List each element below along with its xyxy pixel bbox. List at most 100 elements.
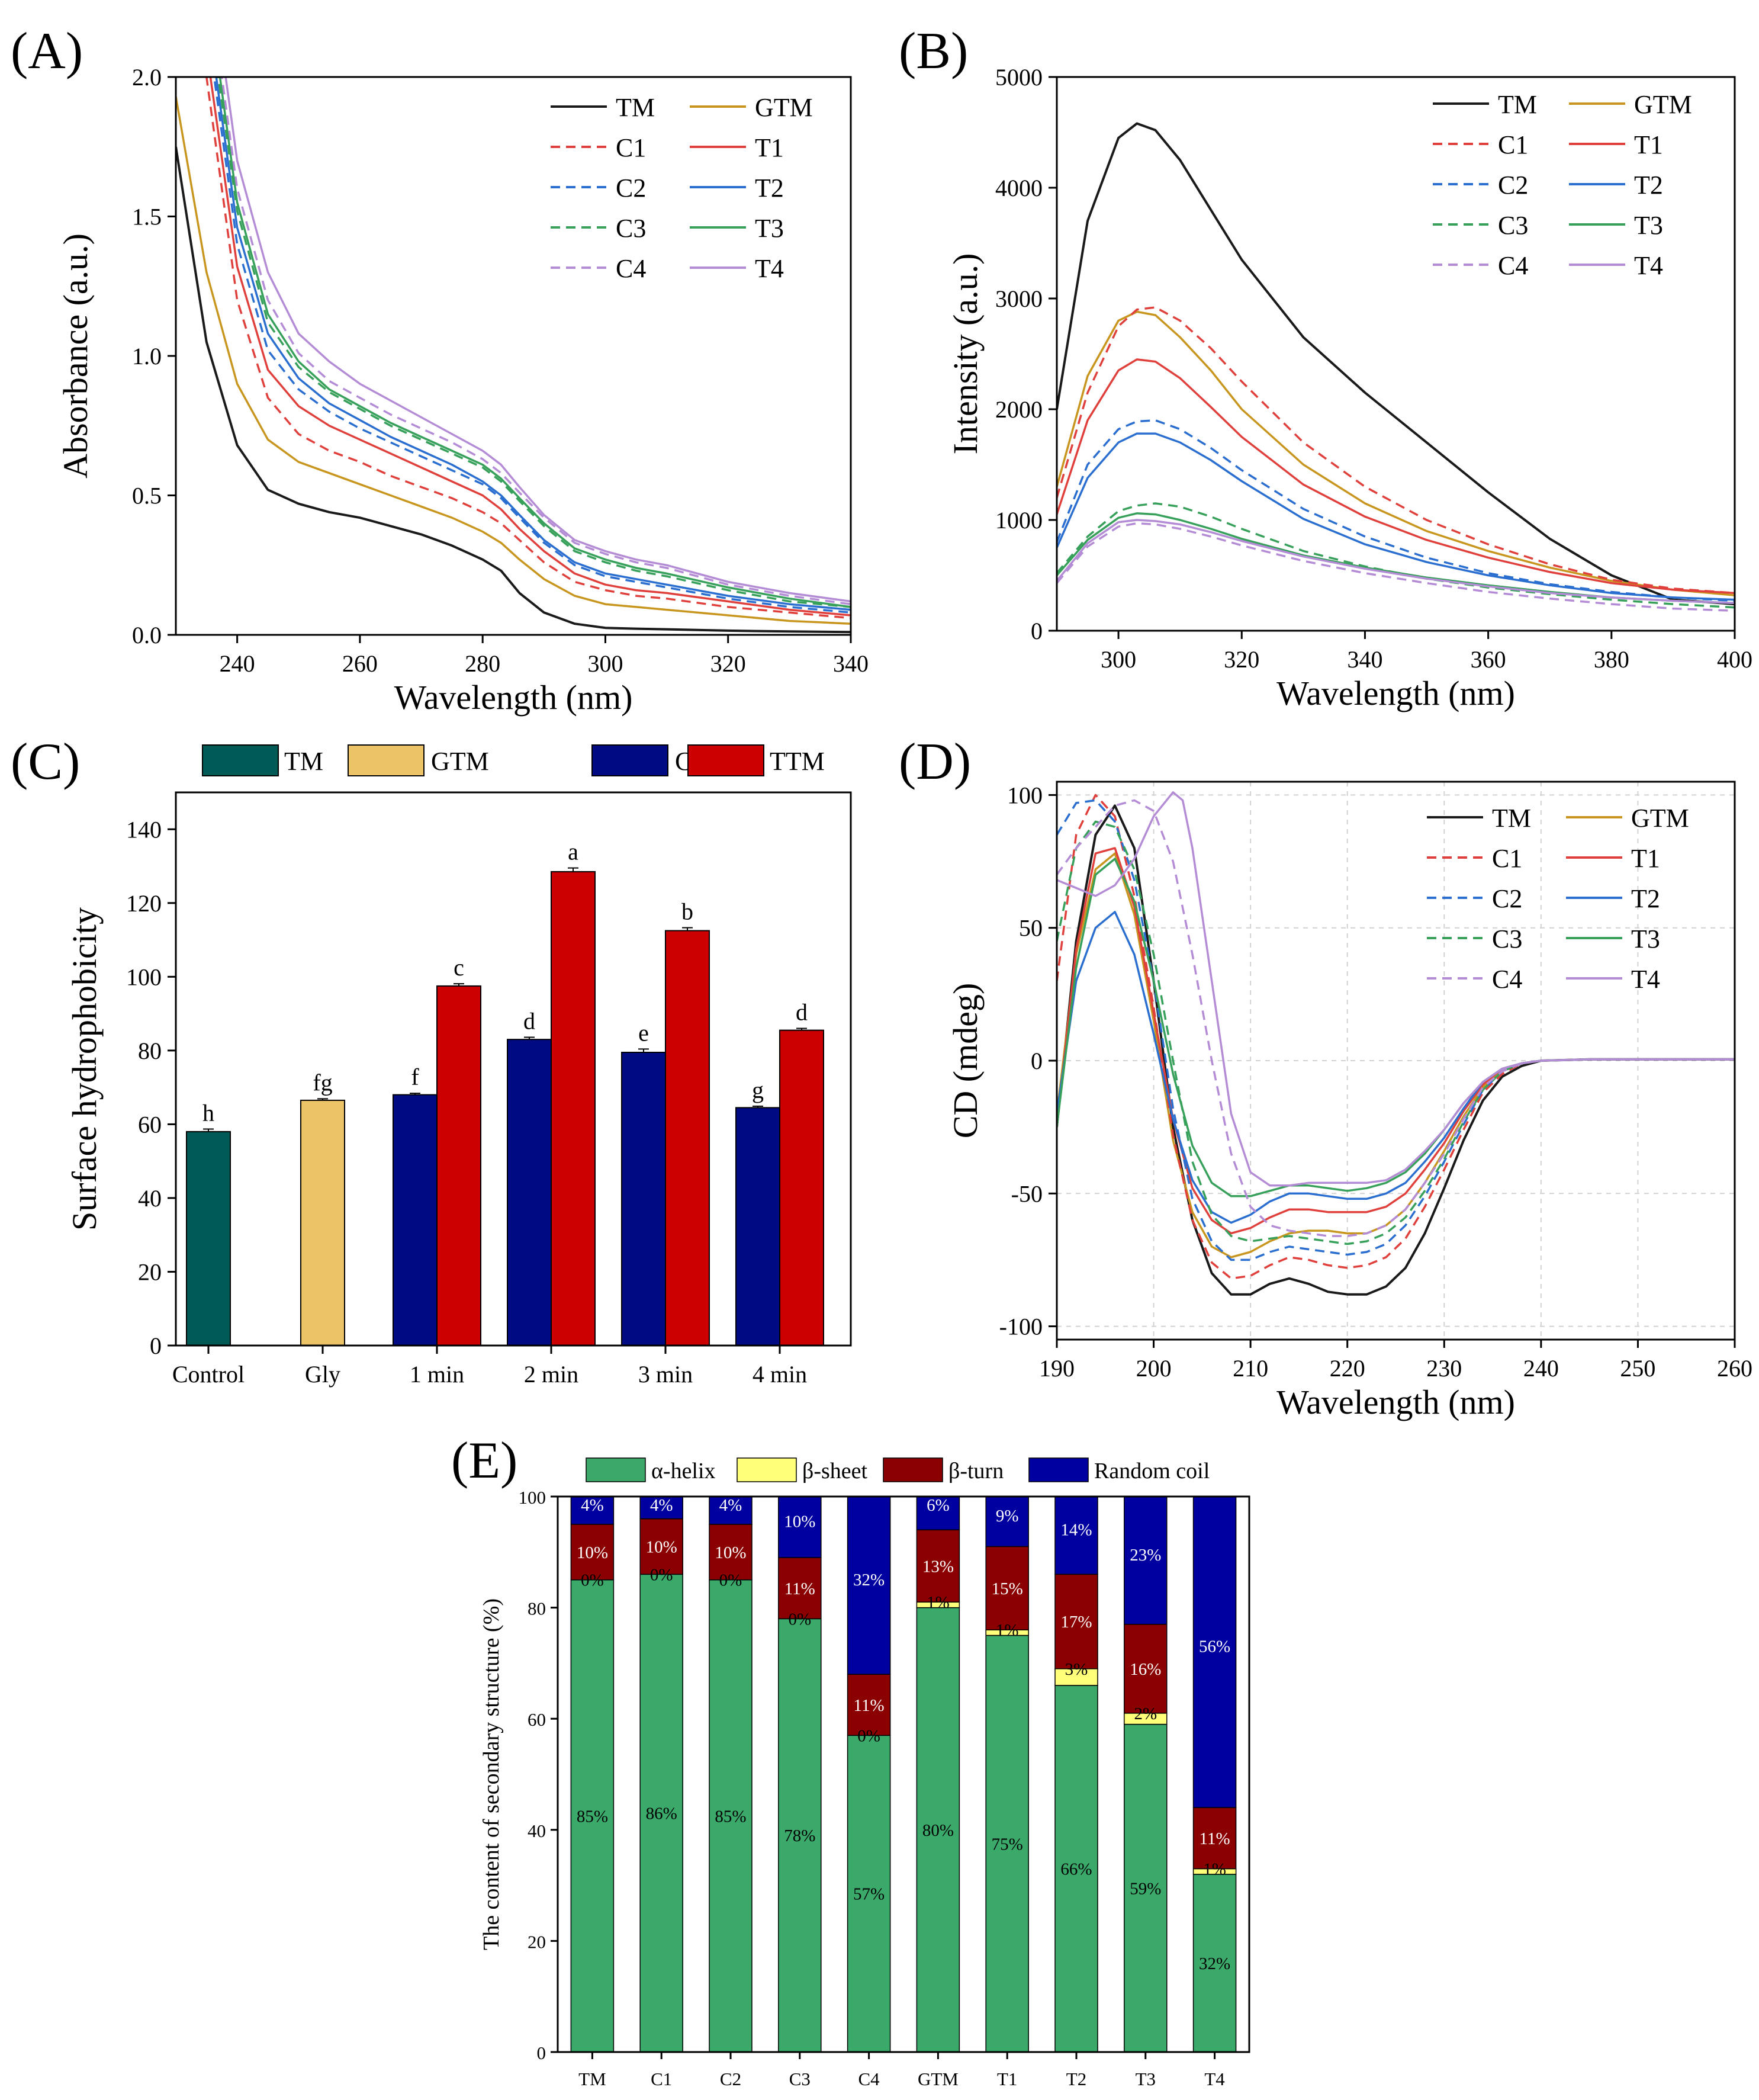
bar-segment-alpha-helix <box>847 1735 891 2053</box>
y-tick-label: 1000 <box>995 507 1043 534</box>
segment-label: 3% <box>1065 1660 1088 1679</box>
bar-segment-random-coil <box>570 1496 615 1525</box>
y-tick-label: 2000 <box>995 396 1043 423</box>
legend-swatch <box>687 744 764 776</box>
x-tick-label: C1 <box>651 2069 672 2089</box>
legend-swatch <box>586 1457 646 1482</box>
series-gtm-line <box>1057 310 1735 596</box>
x-tick-label: 3 min <box>638 1361 693 1388</box>
x-axis-label: Wavelength (nm) <box>1276 674 1515 712</box>
series-t1-line <box>209 77 851 616</box>
x-tick-label: 320 <box>710 650 746 677</box>
series-t2-line <box>215 77 851 611</box>
legend-label: T4 <box>1631 965 1660 994</box>
x-tick-label: 400 <box>1717 646 1752 673</box>
legend-label: T1 <box>1631 844 1660 873</box>
legend-label: T3 <box>1631 924 1660 953</box>
x-tick-label: 210 <box>1233 1355 1268 1382</box>
bar-segment-beta-turn <box>916 1529 960 1603</box>
y-axis-label: Intensity (a.u.) <box>946 253 985 455</box>
legend-label: T3 <box>1634 211 1663 240</box>
x-tick-label: T3 <box>1136 2069 1156 2089</box>
x-tick-label: 240 <box>1523 1355 1559 1382</box>
segment-label: 66% <box>1060 1860 1092 1879</box>
series-t2-line <box>1057 432 1735 601</box>
legend-label: β-turn <box>948 1459 1004 1484</box>
segment-label: 75% <box>992 1835 1023 1854</box>
x-tick-label: 360 <box>1471 646 1506 673</box>
y-axis-label: CD (mdeg) <box>946 983 985 1139</box>
bar-segment-beta-turn <box>1192 1807 1237 1870</box>
segment-label: 10% <box>646 1537 677 1556</box>
series-group <box>1057 791 1735 1296</box>
series-c1-line <box>1057 306 1735 595</box>
y-tick-label: 2.0 <box>132 64 162 91</box>
x-tick-label: 280 <box>465 650 500 677</box>
y-tick-label: 80 <box>528 1598 546 1619</box>
segment-label: 4% <box>581 1496 604 1515</box>
segment-label: 6% <box>927 1496 950 1515</box>
segment-label: 14% <box>1060 1521 1092 1540</box>
series-group <box>176 77 851 634</box>
bar-tm <box>186 1131 231 1347</box>
y-tick-label: 1.5 <box>132 204 162 230</box>
bar-ttm <box>551 871 596 1346</box>
segment-label: 1% <box>996 1621 1019 1640</box>
y-tick-label: 40 <box>528 1820 546 1841</box>
x-tick-label: 380 <box>1594 646 1629 673</box>
segment-label: 0% <box>650 1565 673 1584</box>
legend-label: C2 <box>616 174 646 203</box>
bar-segment-alpha-helix <box>709 1579 753 2053</box>
significance-letter: a <box>568 839 578 865</box>
y-tick-label: 80 <box>138 1038 162 1064</box>
x-axis-label: Wavelength (nm) <box>394 678 633 717</box>
bar-segment-random-coil <box>1054 1496 1098 1575</box>
y-tick-label: 0 <box>150 1332 162 1359</box>
y-axis-label: The content of secondary structure (%) <box>479 1598 504 1950</box>
bar-ctm <box>507 1039 552 1346</box>
x-tick-label: Control <box>172 1361 245 1388</box>
bar-segment-alpha-helix <box>778 1618 822 2053</box>
legend-label: β-sheet <box>802 1459 868 1484</box>
y-tick-label: 0.0 <box>132 622 162 648</box>
segment-label: 56% <box>1199 1637 1230 1656</box>
segment-label: 10% <box>577 1543 608 1562</box>
legend-label: C1 <box>1498 130 1528 159</box>
segment-label: 85% <box>715 1807 746 1826</box>
y-axis-label: Absorbance (a.u.) <box>56 233 95 479</box>
legend-label: GTM <box>755 93 813 122</box>
series-t4-line <box>1057 791 1735 1187</box>
significance-letter: h <box>202 1099 214 1126</box>
series-tm-line <box>1057 804 1735 1296</box>
series-c2-line <box>1057 419 1735 602</box>
segment-label: 11% <box>1200 1829 1230 1848</box>
y-tick-label: 20 <box>138 1258 162 1285</box>
y-tick-label: 3000 <box>995 285 1043 312</box>
legend-swatch <box>202 744 279 776</box>
segment-label: 17% <box>1060 1613 1092 1632</box>
y-tick-label: 1.0 <box>132 343 162 370</box>
y-tick-label: 4000 <box>995 175 1043 201</box>
series-gtm-line <box>176 96 851 625</box>
series-t3-line <box>218 77 851 608</box>
bar-ttm <box>779 1029 824 1346</box>
y-tick-label: 100 <box>1007 782 1043 808</box>
significance-letter: d <box>523 1007 535 1034</box>
plot-frame <box>175 791 852 1347</box>
panel-a: (A) 240 260 280 300 320 340 0.0 0.5 1.0 1.5 2.0 Wave… <box>11 23 869 717</box>
segment-label: 0% <box>581 1571 604 1590</box>
segment-label: 59% <box>1130 1879 1161 1898</box>
legend-swatch <box>737 1457 797 1482</box>
significance-letter: fg <box>313 1069 332 1096</box>
y-tick-label: 40 <box>138 1185 162 1212</box>
y-tick-label: 20 <box>528 1931 546 1952</box>
panel-d: (D) 190 200 210 220 230 240 250 260 -100 -50 0 50 100… <box>899 733 1752 1421</box>
series-c3-line <box>217 77 851 608</box>
significance-letter: c <box>454 954 464 981</box>
bar-segment-beta-turn <box>709 1524 753 1581</box>
legend-label: Random coil <box>1094 1459 1210 1484</box>
bar-ttm <box>665 930 710 1346</box>
legend-label: C2 <box>1498 171 1528 200</box>
segment-label: 11% <box>784 1579 815 1598</box>
bar-gtm <box>300 1099 345 1346</box>
